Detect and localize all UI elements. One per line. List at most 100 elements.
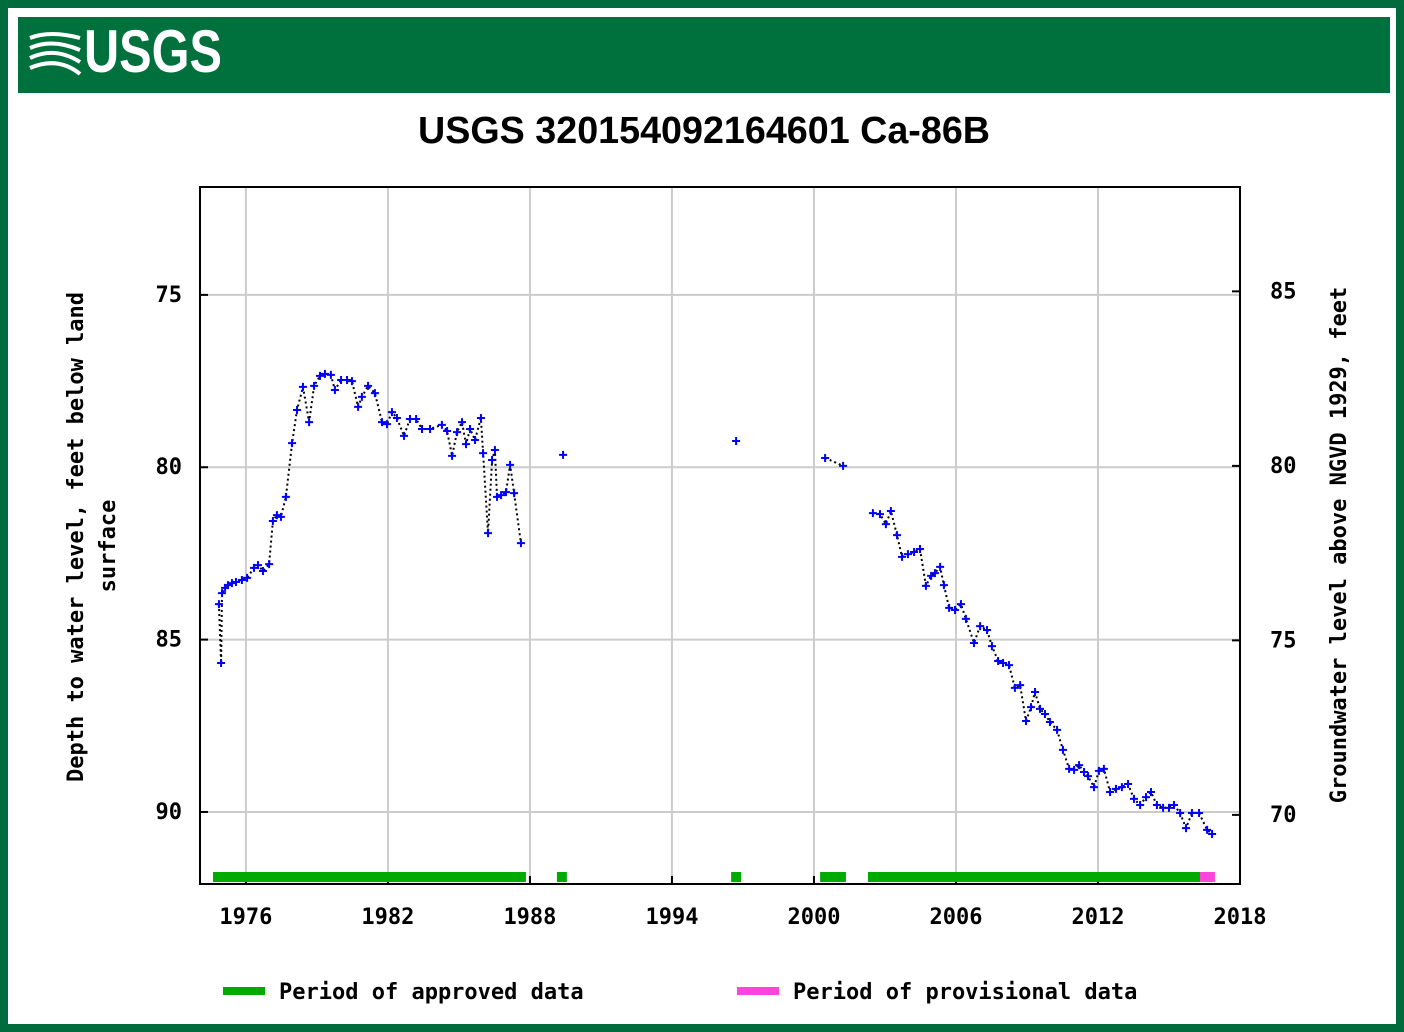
- data-point: [243, 573, 252, 582]
- data-point: [476, 413, 485, 422]
- data-point: [1080, 767, 1089, 776]
- legend-label: Period of provisional data: [793, 980, 1137, 1005]
- data-point: [1027, 703, 1036, 712]
- data-point: [893, 531, 902, 540]
- data-point: [559, 450, 568, 459]
- data-point: [1203, 825, 1212, 834]
- x-tick-label: 1982: [361, 905, 414, 930]
- data-point: [502, 488, 511, 497]
- data-point: [969, 639, 978, 648]
- header: [18, 17, 1390, 93]
- data-point: [921, 581, 930, 590]
- data-point: [1070, 765, 1079, 774]
- data-point: [448, 451, 457, 460]
- data-point: [316, 371, 324, 380]
- x-tick-label: 2006: [929, 905, 982, 930]
- data-point: [1124, 780, 1133, 789]
- data-point: [1208, 830, 1217, 839]
- x-tick-label: 2018: [1214, 905, 1267, 930]
- x-tick-label: 1994: [645, 905, 698, 930]
- data-point: [276, 512, 285, 521]
- data-point: [217, 659, 226, 668]
- data-point: [1053, 725, 1062, 734]
- data-point: [364, 381, 373, 390]
- data-point: [1058, 745, 1067, 754]
- data-point: [916, 544, 924, 553]
- data-point: [1065, 764, 1074, 773]
- y2-tick-label: 85: [1270, 279, 1297, 304]
- data-point: [412, 414, 421, 423]
- data-point: [418, 424, 427, 433]
- data-point: [426, 424, 435, 433]
- period-bar: [731, 872, 742, 882]
- data-point: [1117, 783, 1126, 792]
- data-point: [516, 539, 525, 548]
- period-bar: [213, 872, 526, 882]
- data-point: [1106, 787, 1115, 796]
- data-point: [510, 489, 519, 498]
- data-point: [237, 575, 246, 584]
- data-point: [497, 491, 506, 500]
- data-point: [223, 581, 232, 590]
- data-point: [288, 439, 297, 448]
- data-point: [1164, 803, 1173, 812]
- data-point: [382, 420, 391, 429]
- data-point: [1099, 764, 1108, 773]
- data-point: [1016, 681, 1025, 690]
- data-point: [1084, 772, 1093, 781]
- data-point: [453, 428, 462, 437]
- x-tick-label: 1976: [219, 905, 272, 930]
- x-tick-label: 2012: [1071, 905, 1124, 930]
- data-point: [293, 406, 302, 415]
- data-point: [1036, 704, 1044, 713]
- data-point: [732, 437, 741, 446]
- legend-swatch: [223, 987, 265, 995]
- data-point: [479, 449, 488, 458]
- y-axis-label: surface: [96, 500, 121, 593]
- data-point: [370, 389, 379, 398]
- data-point: [994, 656, 1003, 665]
- data-point: [930, 569, 939, 578]
- data-point: [881, 520, 890, 529]
- data-point: [466, 424, 475, 433]
- data-point: [999, 659, 1008, 668]
- data-point: [1045, 717, 1054, 726]
- data-point: [347, 377, 356, 386]
- data-point: [488, 456, 497, 465]
- data-point: [939, 581, 948, 590]
- data-point: [945, 603, 954, 612]
- data-point: [1195, 808, 1204, 817]
- data-point: [484, 529, 493, 538]
- data-point: [898, 552, 907, 561]
- period-bar: [820, 872, 846, 882]
- data-point: [342, 376, 351, 385]
- data-point: [1169, 801, 1178, 810]
- data-point: [400, 431, 409, 440]
- data-point: [936, 562, 945, 571]
- y2-tick-label: 80: [1270, 454, 1297, 479]
- data-point: [326, 370, 335, 379]
- data-point: [330, 386, 339, 395]
- data-point: [876, 510, 884, 519]
- data-point: [272, 511, 281, 520]
- data-point: [249, 563, 258, 572]
- data-point: [1010, 683, 1019, 692]
- data-point: [1031, 687, 1040, 696]
- data-point: [214, 600, 223, 609]
- y-tick-label: 85: [156, 628, 183, 653]
- data-point: [868, 509, 877, 518]
- data-point: [298, 382, 307, 391]
- period-bar: [1200, 872, 1215, 882]
- data-point: [357, 392, 366, 401]
- data-point: [910, 548, 919, 557]
- data-point: [1004, 661, 1013, 670]
- data-point: [1147, 787, 1156, 796]
- data-point: [310, 381, 319, 390]
- data-point: [506, 460, 515, 469]
- plot-area: [200, 187, 1240, 884]
- data-point: [961, 614, 970, 623]
- data-point: [1111, 784, 1120, 793]
- data-point: [1129, 794, 1138, 803]
